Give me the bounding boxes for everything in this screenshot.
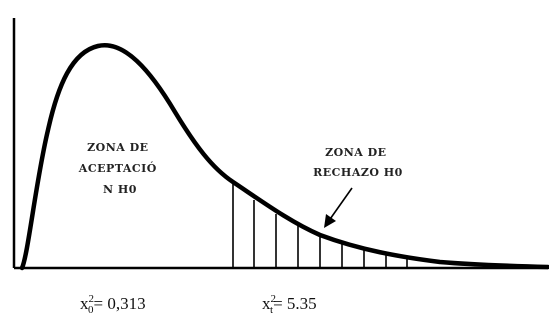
table-symbol: x: [262, 294, 271, 313]
calc-value: = 0,313: [94, 294, 146, 313]
acceptance-zone-line: ACEPTACIÓ: [78, 161, 157, 175]
rejection-zone-line: ZONA DE: [325, 146, 386, 159]
critical-chi-square-label: x2 t= 5.35: [262, 293, 317, 316]
rejection-region-hatching: [232, 181, 408, 268]
density-curve: [19, 43, 549, 271]
calc-subscript: 0: [88, 304, 94, 316]
rejection-arrow: [324, 187, 353, 228]
calc-symbol: x: [80, 294, 89, 313]
table-superscript: 2: [271, 293, 277, 305]
calc-superscript: 2: [89, 293, 95, 305]
table-subscript: t: [270, 304, 273, 316]
table-value: = 5.35: [273, 294, 317, 313]
acceptance-zone-line: ZONA DE: [87, 141, 148, 154]
acceptance-zone-line: N H0: [103, 183, 137, 196]
rejection-zone-label: ZONA DE RECHAZO H0: [313, 146, 403, 179]
rejection-zone-line: RECHAZO H0: [313, 166, 403, 179]
acceptance-zone-label: ZONA DE ACEPTACIÓ N H0: [78, 141, 161, 196]
calculated-chi-square-label: x2 0= 0,313: [80, 293, 146, 316]
